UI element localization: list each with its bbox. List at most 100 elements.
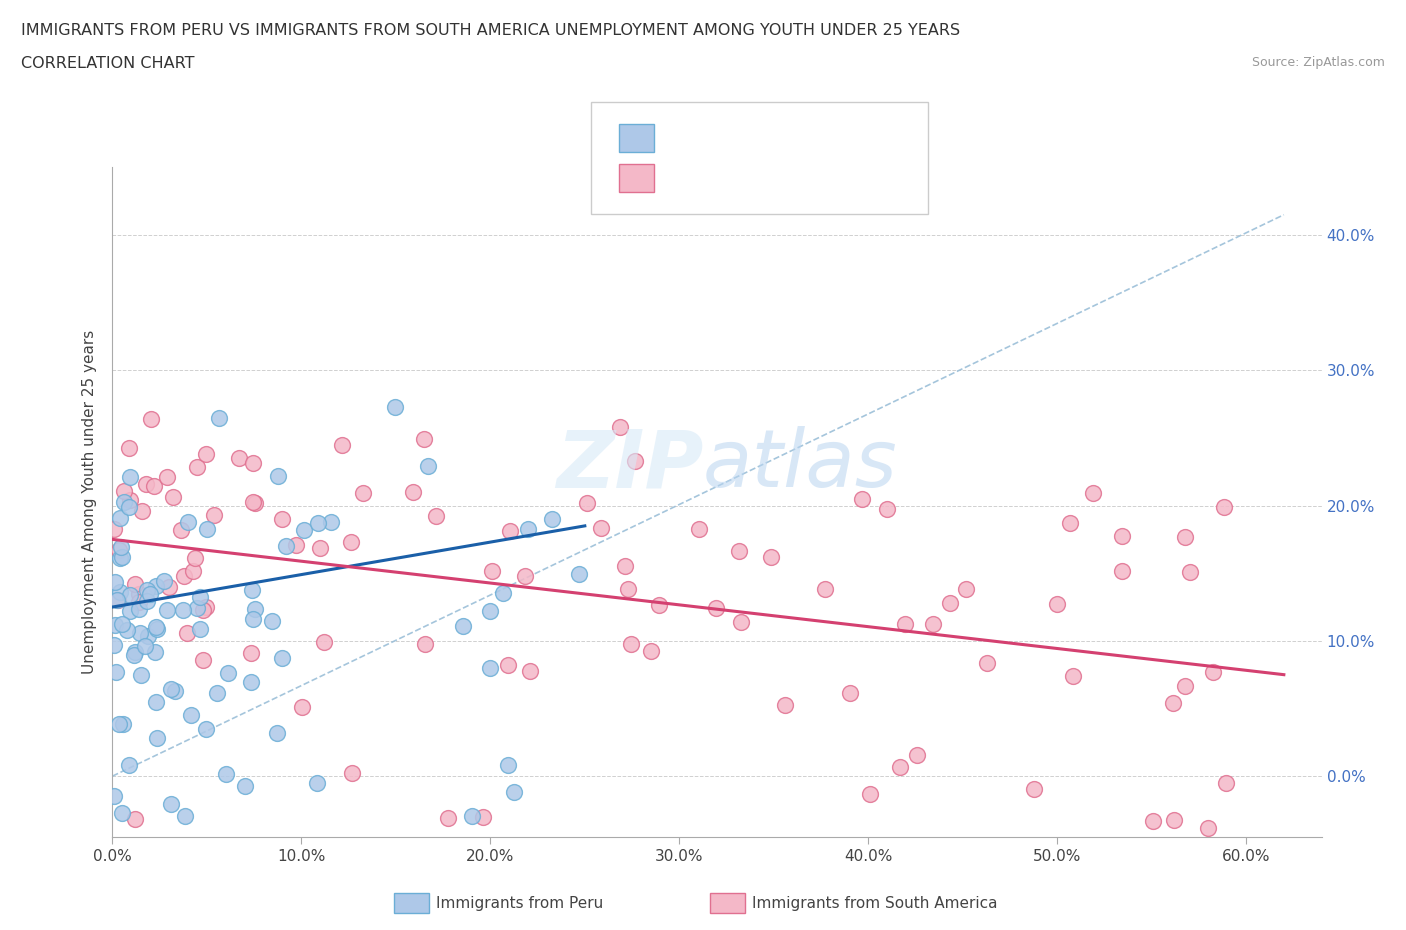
- Point: [128, 625, 150, 640]
- Point: [481, 564, 503, 578]
- Text: CORRELATION CHART: CORRELATION CHART: [21, 56, 194, 71]
- Text: 0.188: 0.188: [699, 127, 756, 146]
- Point: [118, 604, 141, 618]
- Point: [104, 574, 127, 589]
- Point: [648, 597, 671, 612]
- Point: [131, 503, 153, 518]
- Point: [418, 459, 440, 474]
- Point: [413, 636, 436, 651]
- Point: [135, 476, 157, 491]
- Point: [174, 808, 197, 823]
- Point: [108, 585, 131, 600]
- Point: [188, 590, 211, 604]
- Point: [111, 806, 134, 821]
- Point: [184, 551, 207, 565]
- Point: [614, 559, 637, 574]
- Point: [620, 637, 643, 652]
- Point: [118, 588, 141, 603]
- Point: [136, 629, 159, 644]
- Point: [1081, 485, 1104, 500]
- Point: [688, 522, 710, 537]
- Point: [139, 412, 162, 427]
- Point: [110, 551, 132, 565]
- Point: [152, 574, 174, 589]
- Point: [173, 568, 195, 583]
- Point: [851, 492, 873, 507]
- Point: [197, 521, 219, 536]
- Point: [727, 544, 749, 559]
- Point: [160, 682, 183, 697]
- Point: [112, 495, 135, 510]
- Point: [876, 502, 898, 517]
- Point: [107, 592, 129, 607]
- Point: [319, 515, 342, 530]
- Text: IMMIGRANTS FROM PERU VS IMMIGRANTS FROM SOUTH AMERICA UNEMPLOYMENT AMONG YOUTH U: IMMIGRANTS FROM PERU VS IMMIGRANTS FROM …: [21, 23, 960, 38]
- Point: [893, 617, 915, 631]
- Point: [342, 765, 364, 780]
- Point: [502, 785, 524, 800]
- Point: [135, 582, 157, 597]
- Point: [451, 618, 474, 633]
- Point: [118, 440, 141, 455]
- Text: R =: R =: [661, 170, 695, 185]
- Point: [624, 453, 647, 468]
- Point: [478, 604, 501, 618]
- Point: [859, 787, 882, 802]
- Point: [169, 523, 191, 538]
- Point: [1142, 813, 1164, 828]
- Point: [145, 730, 167, 745]
- Point: [145, 578, 167, 593]
- Point: [471, 810, 494, 825]
- Point: [112, 484, 135, 498]
- Point: [271, 512, 294, 526]
- Point: [773, 698, 796, 712]
- Point: [1062, 669, 1084, 684]
- Point: [186, 459, 208, 474]
- Point: [307, 515, 329, 530]
- Point: [568, 566, 591, 581]
- Point: [103, 522, 125, 537]
- Point: [242, 612, 264, 627]
- Point: [156, 470, 179, 485]
- Point: [1046, 597, 1069, 612]
- Point: [730, 615, 752, 630]
- Point: [889, 760, 911, 775]
- Point: [541, 512, 564, 526]
- Point: [217, 666, 239, 681]
- Point: [172, 602, 194, 617]
- Point: [177, 514, 200, 529]
- Point: [240, 583, 263, 598]
- Point: [120, 493, 142, 508]
- Point: [228, 451, 250, 466]
- Point: [146, 621, 169, 636]
- Point: [186, 601, 208, 616]
- Point: [191, 653, 214, 668]
- Point: [1215, 776, 1237, 790]
- Text: 97: 97: [806, 168, 830, 187]
- Point: [108, 543, 131, 558]
- Point: [1059, 516, 1081, 531]
- Point: [425, 509, 447, 524]
- Point: [1180, 565, 1202, 579]
- Point: [291, 699, 314, 714]
- Point: [307, 776, 329, 790]
- Point: [124, 576, 146, 591]
- Point: [111, 717, 134, 732]
- Point: [128, 594, 150, 609]
- Point: [576, 495, 599, 510]
- Point: [496, 758, 519, 773]
- Text: atlas: atlas: [703, 426, 898, 504]
- Point: [413, 432, 436, 446]
- Point: [266, 726, 288, 741]
- Point: [479, 660, 502, 675]
- Point: [124, 811, 146, 826]
- Point: [1197, 820, 1219, 835]
- Point: [104, 664, 127, 679]
- Point: [955, 581, 977, 596]
- Text: Source: ZipAtlas.com: Source: ZipAtlas.com: [1251, 56, 1385, 69]
- Point: [1174, 530, 1197, 545]
- Point: [239, 675, 262, 690]
- Point: [180, 708, 202, 723]
- Point: [260, 614, 283, 629]
- Point: [181, 564, 204, 578]
